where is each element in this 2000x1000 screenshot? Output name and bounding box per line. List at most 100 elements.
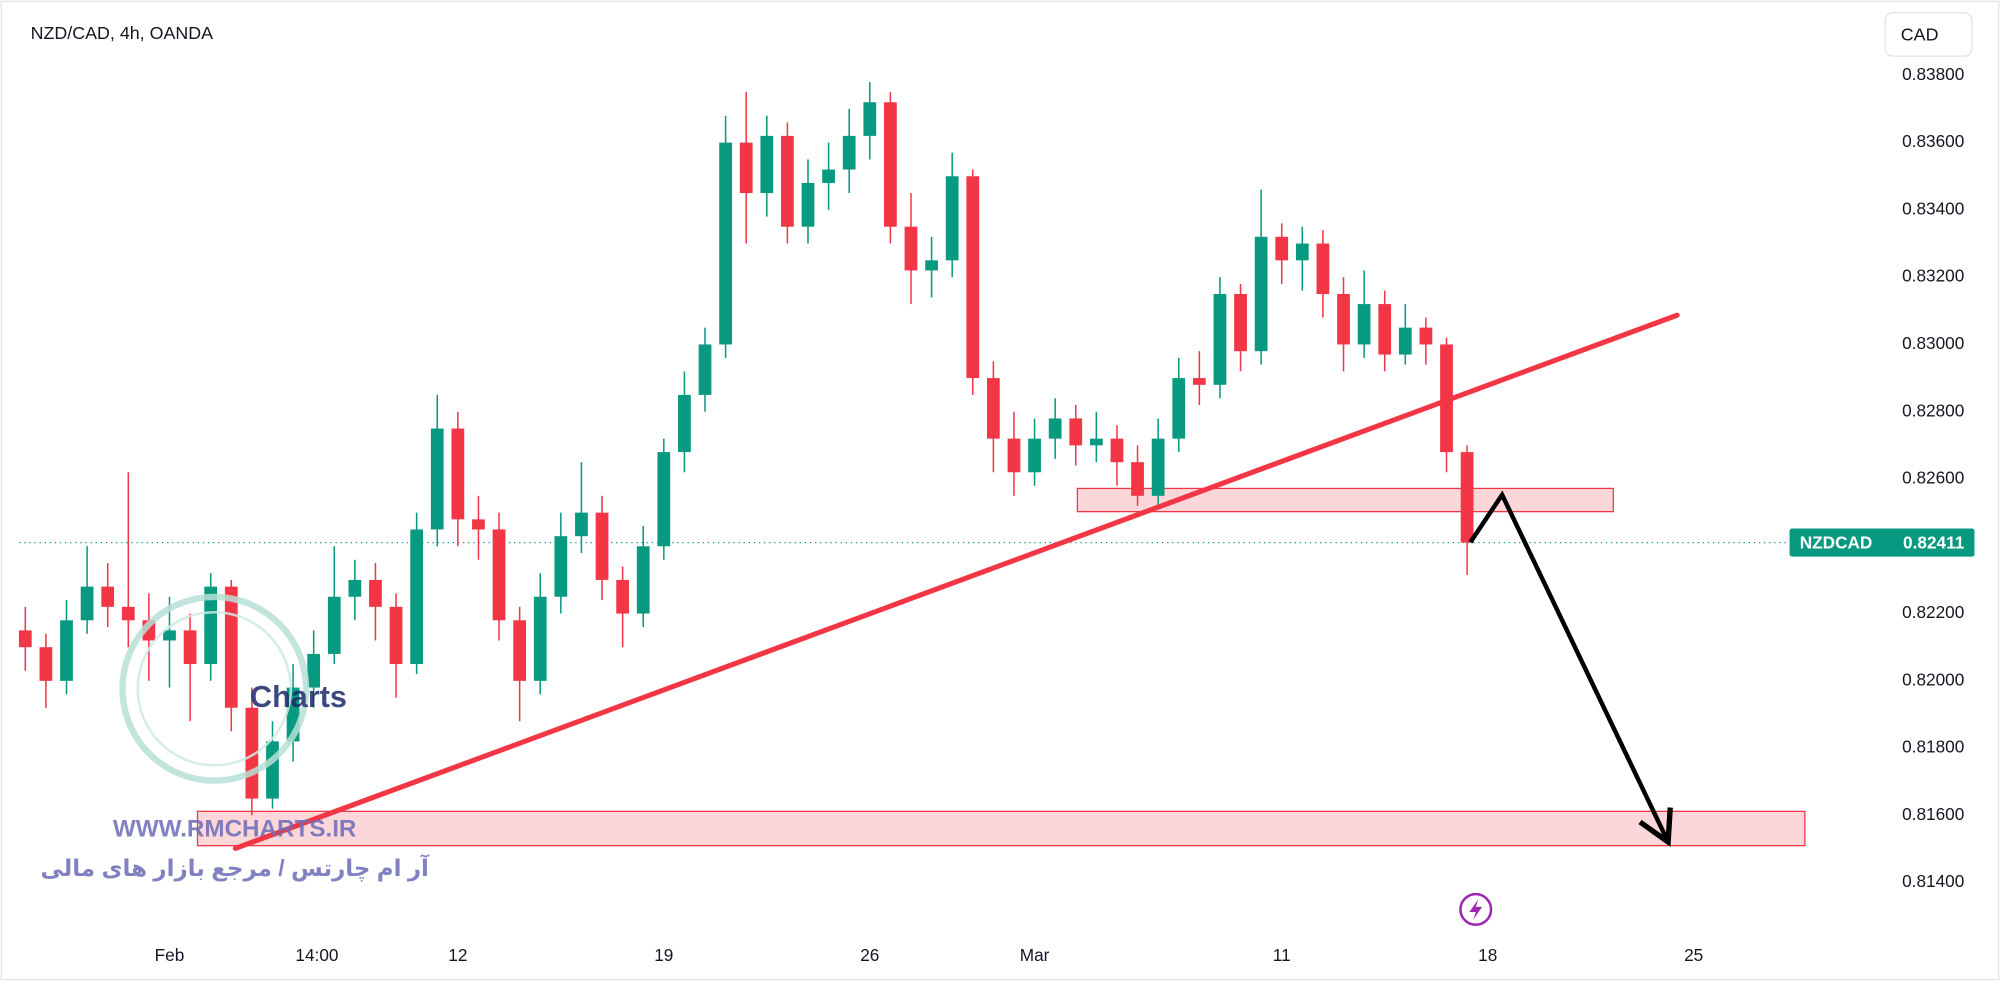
candle-body bbox=[616, 579, 630, 614]
candle-body bbox=[678, 394, 691, 453]
candle-body bbox=[1275, 236, 1289, 261]
candle-body bbox=[1357, 304, 1371, 345]
y-tick-label: 0.83200 bbox=[1902, 266, 1964, 286]
x-tick-label: 11 bbox=[1273, 945, 1291, 965]
watermark-logo: Charts bbox=[250, 680, 347, 714]
candle-body bbox=[492, 529, 506, 621]
x-tick-label: 18 bbox=[1478, 945, 1497, 965]
candle-body bbox=[410, 529, 424, 665]
candle-body bbox=[80, 586, 94, 621]
x-tick-label: 14:00 bbox=[295, 945, 338, 965]
candle-body bbox=[595, 512, 609, 580]
candle-body bbox=[575, 512, 588, 537]
candle-body bbox=[636, 546, 650, 614]
candle-body bbox=[925, 260, 938, 271]
watermark: Charts WWW.RMCHARTS.IR آر ام چارتس / مرج… bbox=[40, 593, 430, 882]
x-tick-label: 25 bbox=[1684, 945, 1703, 965]
candle-body bbox=[204, 586, 218, 665]
candle-body bbox=[1151, 438, 1165, 496]
candle-body bbox=[1254, 236, 1268, 352]
y-tick-label: 0.82600 bbox=[1902, 468, 1964, 488]
candle-body bbox=[451, 428, 465, 520]
candle-body bbox=[863, 102, 877, 136]
candle-body bbox=[1316, 243, 1330, 294]
candle-body bbox=[224, 586, 238, 708]
lightning-icon[interactable] bbox=[1459, 892, 1493, 927]
candle-body bbox=[1110, 438, 1124, 463]
candle-body bbox=[121, 606, 135, 621]
currency-label[interactable]: CAD bbox=[1901, 24, 1939, 44]
candle-body bbox=[657, 452, 671, 547]
candle-body bbox=[822, 169, 835, 183]
y-tick-label: 0.81800 bbox=[1902, 737, 1964, 757]
candle-body bbox=[183, 630, 197, 665]
candle-body bbox=[1131, 462, 1144, 496]
candle-body bbox=[1234, 293, 1247, 352]
lightning-bolt[interactable] bbox=[1469, 899, 1483, 920]
y-tick-label: 0.83400 bbox=[1902, 198, 1964, 218]
y-tick-label: 0.83000 bbox=[1902, 333, 1964, 353]
last-price-value: 0.82411 bbox=[1903, 532, 1965, 552]
candle-body bbox=[739, 142, 753, 194]
x-tick-label: Mar bbox=[1020, 945, 1050, 965]
candle-body bbox=[986, 378, 1000, 439]
x-tick-label: Feb bbox=[155, 945, 185, 965]
y-tick-label: 0.83800 bbox=[1902, 64, 1964, 84]
candle-body bbox=[1419, 327, 1433, 345]
y-tick-label: 0.82800 bbox=[1902, 400, 1964, 420]
watermark-site: WWW.RMCHARTS.IR bbox=[113, 816, 357, 843]
candle-body bbox=[163, 630, 176, 641]
candle-body bbox=[513, 620, 527, 681]
last-price-box bbox=[1789, 528, 1975, 557]
candle-body bbox=[1337, 293, 1350, 345]
watermark-ring bbox=[136, 610, 293, 767]
candle-body bbox=[101, 586, 115, 607]
candle-body bbox=[1172, 378, 1186, 439]
chart-title: NZD/CAD, 4h, OANDA bbox=[31, 23, 214, 43]
y-tick-label: 0.81600 bbox=[1902, 804, 1964, 824]
candle-body bbox=[327, 596, 341, 654]
candle-body bbox=[698, 344, 712, 395]
projection-arrow bbox=[1468, 490, 1673, 847]
currency-button[interactable] bbox=[1884, 12, 1973, 57]
candle-body bbox=[1089, 438, 1103, 446]
candle-body bbox=[39, 647, 53, 681]
candle-body bbox=[945, 176, 959, 261]
candle-body bbox=[348, 579, 362, 597]
x-tick-label: 19 bbox=[654, 945, 673, 965]
candle-body bbox=[781, 135, 794, 227]
y-tick-label: 0.81400 bbox=[1902, 871, 1964, 891]
candle-body bbox=[1213, 293, 1227, 385]
candle-body bbox=[884, 102, 897, 227]
candle-body bbox=[472, 519, 485, 530]
candle-body bbox=[430, 428, 444, 530]
last-price-symbol: NZDCAD bbox=[1800, 532, 1873, 552]
candle-body bbox=[533, 596, 547, 681]
candle-body bbox=[266, 741, 279, 799]
candle-body bbox=[1378, 304, 1392, 355]
x-tick-label: 12 bbox=[448, 945, 467, 965]
trendline bbox=[232, 312, 1680, 851]
candle-body bbox=[369, 579, 382, 607]
watermark-tagline: آر ام چارتس / مرجع بازار های مالی bbox=[40, 853, 430, 882]
candle-body bbox=[1069, 418, 1083, 446]
y-tick-label: 0.82200 bbox=[1902, 602, 1964, 622]
candle-body bbox=[904, 226, 918, 271]
y-tick-label: 0.82000 bbox=[1902, 669, 1964, 689]
candle-body bbox=[966, 176, 980, 379]
candle-body bbox=[1460, 452, 1474, 543]
candle-body bbox=[307, 653, 321, 688]
candle-body bbox=[18, 630, 32, 648]
candle-body bbox=[60, 620, 73, 681]
candle-body bbox=[389, 606, 403, 665]
y-tick-label: 0.83600 bbox=[1902, 131, 1964, 151]
watermark-ring bbox=[119, 593, 310, 784]
candle-body bbox=[1398, 327, 1412, 355]
x-tick-label: 26 bbox=[860, 945, 879, 965]
candle-body bbox=[1007, 438, 1021, 473]
candle-body bbox=[1192, 378, 1206, 385]
candle-body bbox=[719, 142, 732, 345]
candle-body bbox=[760, 135, 774, 194]
candle-body bbox=[554, 536, 568, 597]
